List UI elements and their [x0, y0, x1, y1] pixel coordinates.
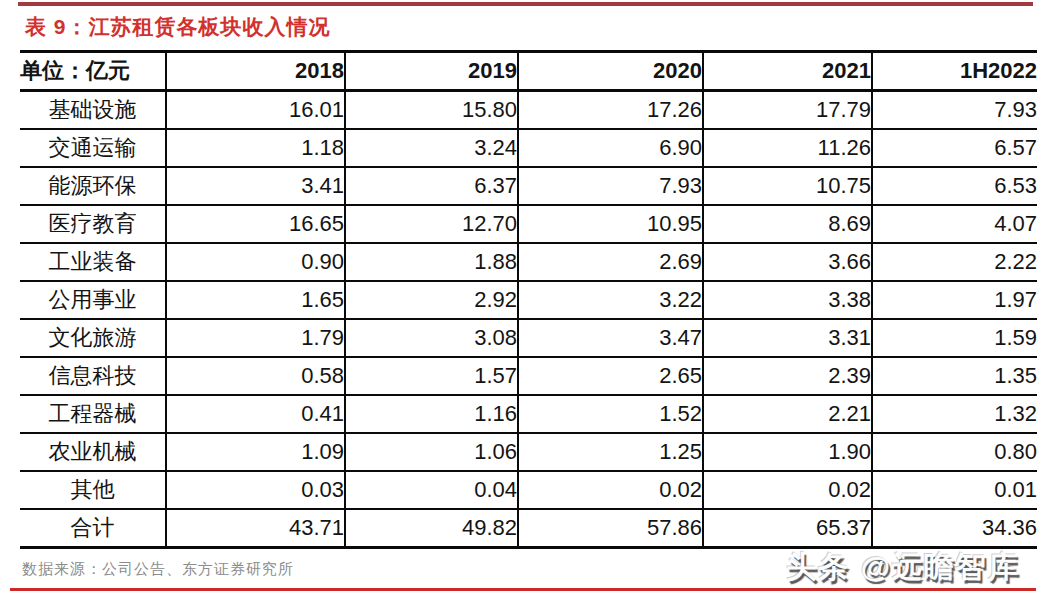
- value-cell: 2.21: [703, 395, 872, 433]
- table-row: 公用事业1.652.923.223.381.97: [20, 281, 1037, 319]
- value-cell: 1.09: [166, 433, 345, 471]
- header-unit: 单位：亿元: [20, 52, 166, 91]
- table-row: 工业装备0.901.882.693.662.22: [20, 243, 1037, 281]
- value-cell: 1.59: [872, 319, 1037, 357]
- header-2018: 2018: [166, 52, 345, 91]
- value-cell: 2.39: [703, 357, 872, 395]
- top-accent-bar: [18, 2, 1033, 6]
- value-cell: 43.71: [166, 509, 345, 548]
- table-row: 能源环保3.416.377.9310.756.53: [20, 167, 1037, 205]
- data-source-note: 数据来源：公司公告、东方证券研究所: [22, 560, 294, 579]
- table-row: 工程器械0.411.161.522.211.32: [20, 395, 1037, 433]
- table-row: 医疗教育16.6512.7010.958.694.07: [20, 205, 1037, 243]
- segment-label: 公用事业: [20, 281, 166, 319]
- value-cell: 1.06: [345, 433, 518, 471]
- value-cell: 1.16: [345, 395, 518, 433]
- value-cell: 34.36: [872, 509, 1037, 548]
- value-cell: 6.57: [872, 129, 1037, 167]
- value-cell: 3.41: [166, 167, 345, 205]
- value-cell: 6.90: [518, 129, 703, 167]
- header-2020: 2020: [518, 52, 703, 91]
- revenue-table: 单位：亿元 2018 2019 2020 2021 1H2022 基础设施16.…: [20, 50, 1037, 549]
- value-cell: 0.90: [166, 243, 345, 281]
- value-cell: 0.02: [703, 471, 872, 509]
- table-row: 信息科技0.581.572.652.391.35: [20, 357, 1037, 395]
- value-cell: 11.26: [703, 129, 872, 167]
- value-cell: 65.37: [703, 509, 872, 548]
- value-cell: 1.25: [518, 433, 703, 471]
- segment-label: 医疗教育: [20, 205, 166, 243]
- value-cell: 0.04: [345, 471, 518, 509]
- value-cell: 10.75: [703, 167, 872, 205]
- value-cell: 16.01: [166, 91, 345, 130]
- value-cell: 2.69: [518, 243, 703, 281]
- value-cell: 0.02: [518, 471, 703, 509]
- value-cell: 2.65: [518, 357, 703, 395]
- segment-label: 交通运输: [20, 129, 166, 167]
- value-cell: 0.58: [166, 357, 345, 395]
- value-cell: 7.93: [518, 167, 703, 205]
- value-cell: 3.31: [703, 319, 872, 357]
- table-row: 农业机械1.091.061.251.900.80: [20, 433, 1037, 471]
- segment-label: 工业装备: [20, 243, 166, 281]
- value-cell: 3.24: [345, 129, 518, 167]
- toutiao-watermark: 头条 @远瞻智库: [786, 547, 1020, 588]
- table-title: 表 9：江苏租赁各板块收入情况: [25, 13, 331, 41]
- value-cell: 1.32: [872, 395, 1037, 433]
- value-cell: 1.52: [518, 395, 703, 433]
- value-cell: 1.18: [166, 129, 345, 167]
- value-cell: 1.90: [703, 433, 872, 471]
- value-cell: 1.57: [345, 357, 518, 395]
- value-cell: 16.65: [166, 205, 345, 243]
- value-cell: 1.79: [166, 319, 345, 357]
- header-1h2022: 1H2022: [872, 52, 1037, 91]
- value-cell: 10.95: [518, 205, 703, 243]
- segment-label: 基础设施: [20, 91, 166, 130]
- value-cell: 7.93: [872, 91, 1037, 130]
- value-cell: 17.79: [703, 91, 872, 130]
- segment-label: 信息科技: [20, 357, 166, 395]
- value-cell: 2.22: [872, 243, 1037, 281]
- header-2021: 2021: [703, 52, 872, 91]
- segment-label: 其他: [20, 471, 166, 509]
- value-cell: 12.70: [345, 205, 518, 243]
- value-cell: 15.80: [345, 91, 518, 130]
- value-cell: 0.01: [872, 471, 1037, 509]
- value-cell: 17.26: [518, 91, 703, 130]
- segment-label: 合计: [20, 509, 166, 548]
- value-cell: 4.07: [872, 205, 1037, 243]
- value-cell: 6.53: [872, 167, 1037, 205]
- table-row: 文化旅游1.793.083.473.311.59: [20, 319, 1037, 357]
- value-cell: 3.08: [345, 319, 518, 357]
- table-row: 交通运输1.183.246.9011.266.57: [20, 129, 1037, 167]
- value-cell: 0.41: [166, 395, 345, 433]
- value-cell: 49.82: [345, 509, 518, 548]
- table-row: 其他0.030.040.020.020.01: [20, 471, 1037, 509]
- value-cell: 3.47: [518, 319, 703, 357]
- value-cell: 57.86: [518, 509, 703, 548]
- report-table-page: 表 9：江苏租赁各板块收入情况 单位：亿元 2018 2019 2020 202…: [0, 0, 1044, 608]
- value-cell: 6.37: [345, 167, 518, 205]
- segment-label: 能源环保: [20, 167, 166, 205]
- value-cell: 3.66: [703, 243, 872, 281]
- value-cell: 1.88: [345, 243, 518, 281]
- segment-label: 农业机械: [20, 433, 166, 471]
- bottom-accent-line: [10, 588, 1036, 591]
- table-row: 合计43.7149.8257.8665.3734.36: [20, 509, 1037, 548]
- value-cell: 0.03: [166, 471, 345, 509]
- header-row: 单位：亿元 2018 2019 2020 2021 1H2022: [20, 52, 1037, 91]
- value-cell: 1.65: [166, 281, 345, 319]
- value-cell: 2.92: [345, 281, 518, 319]
- value-cell: 0.80: [872, 433, 1037, 471]
- header-2019: 2019: [345, 52, 518, 91]
- value-cell: 1.35: [872, 357, 1037, 395]
- segment-label: 文化旅游: [20, 319, 166, 357]
- value-cell: 8.69: [703, 205, 872, 243]
- table-row: 基础设施16.0115.8017.2617.797.93: [20, 91, 1037, 130]
- value-cell: 3.38: [703, 281, 872, 319]
- segment-label: 工程器械: [20, 395, 166, 433]
- value-cell: 3.22: [518, 281, 703, 319]
- value-cell: 1.97: [872, 281, 1037, 319]
